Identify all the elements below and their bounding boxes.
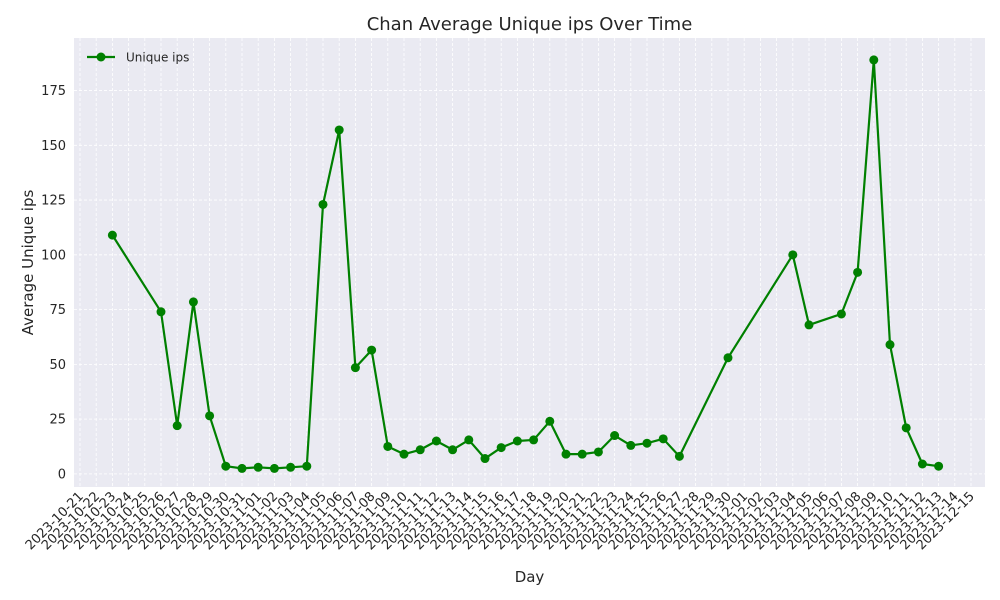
data-point [221, 461, 231, 471]
y-tick-label: 175 [41, 84, 66, 99]
x-axis-ticks: 2023-10-212023-10-222023-10-232023-10-24… [23, 489, 978, 553]
data-point [917, 459, 927, 469]
y-tick-label: 25 [49, 413, 66, 428]
x-axis-label: Day [515, 568, 545, 586]
data-point [448, 445, 458, 455]
data-point [415, 445, 425, 455]
data-point [496, 443, 506, 453]
data-point [367, 345, 377, 355]
data-point [188, 297, 198, 307]
data-point [610, 431, 620, 441]
data-point [561, 449, 571, 459]
y-tick-label: 150 [41, 139, 66, 154]
data-point [529, 435, 539, 445]
chart-title: Chan Average Unique ips Over Time [367, 14, 693, 35]
data-point [480, 454, 490, 464]
data-point [237, 463, 247, 473]
legend-point-marker [96, 52, 106, 62]
data-point [383, 441, 393, 451]
y-tick-label: 50 [49, 358, 66, 373]
data-point [302, 461, 312, 471]
data-point [512, 436, 522, 446]
data-point [804, 320, 814, 330]
data-point [885, 340, 895, 350]
data-point [869, 55, 879, 65]
data-point [853, 267, 863, 277]
data-point [107, 230, 117, 240]
data-point [156, 307, 166, 317]
data-point [642, 438, 652, 448]
y-tick-label: 125 [41, 194, 66, 209]
data-point [577, 449, 587, 459]
data-point [788, 250, 798, 260]
data-point [723, 353, 733, 363]
data-point [172, 421, 182, 431]
data-point [836, 309, 846, 319]
y-axis-ticks: 0 25 50 75 100 125 150 175 [41, 84, 66, 482]
plot-area [74, 38, 985, 487]
y-axis-label: Average Unique ips [19, 190, 37, 336]
data-point [205, 411, 215, 421]
data-point [286, 462, 296, 472]
data-point [901, 423, 911, 433]
series-layer [107, 55, 944, 473]
y-tick-label: 75 [49, 303, 66, 318]
data-point [399, 449, 409, 459]
data-point [545, 416, 555, 426]
data-point [334, 125, 344, 135]
data-point [269, 463, 279, 473]
data-point [626, 440, 636, 450]
data-point [350, 363, 360, 373]
data-point [464, 435, 474, 445]
legend-label: Unique ips [126, 51, 189, 65]
data-point [593, 447, 603, 457]
y-tick-label: 100 [41, 248, 66, 263]
data-point [253, 462, 263, 472]
data-point [658, 434, 668, 444]
data-point [934, 461, 944, 471]
data-point [318, 199, 328, 209]
y-tick-label: 0 [58, 467, 66, 482]
data-point [431, 436, 441, 446]
legend: Unique ips [87, 51, 189, 65]
data-point [674, 451, 684, 461]
